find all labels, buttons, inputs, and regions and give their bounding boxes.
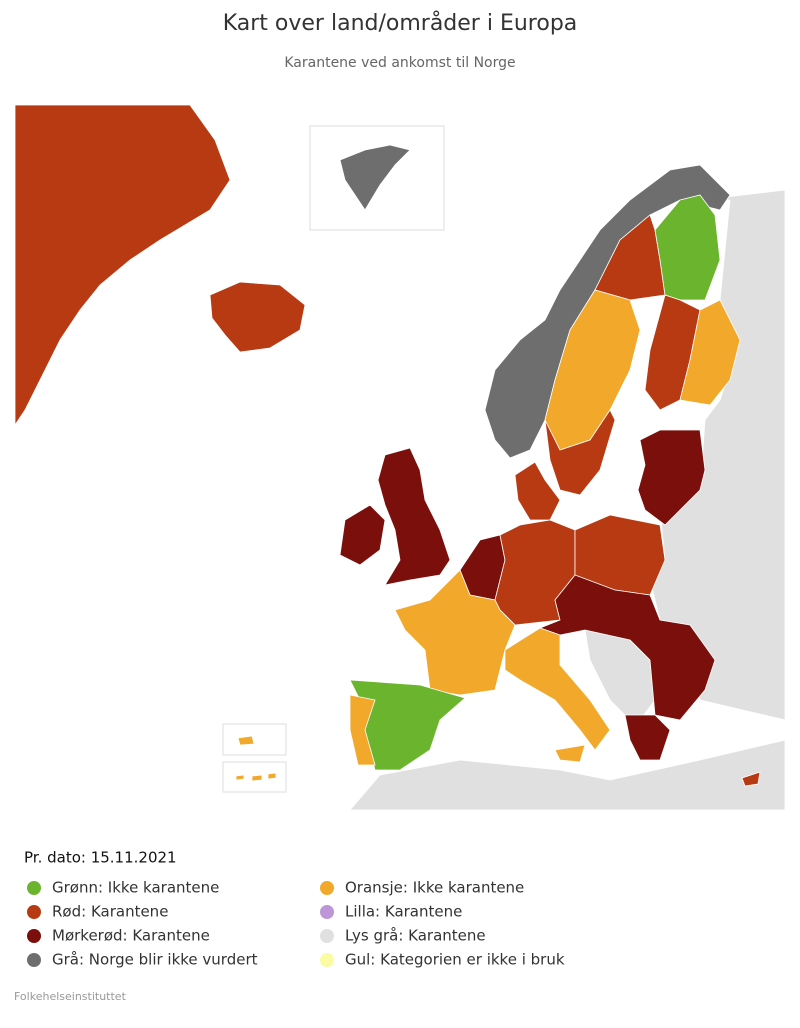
iceland bbox=[209, 281, 306, 353]
italy bbox=[504, 627, 611, 751]
denmark bbox=[514, 461, 561, 521]
legend-label: Mørkerød: Karantene bbox=[52, 927, 210, 945]
canary-islands bbox=[235, 772, 277, 782]
legend-swatch bbox=[320, 953, 334, 967]
sweden-south bbox=[544, 409, 616, 496]
baltics bbox=[637, 429, 706, 526]
sicily bbox=[554, 744, 586, 763]
legend: Grønn: Ikke karantene Rød: Karantene Mørke… bbox=[27, 879, 565, 969]
map bbox=[14, 104, 786, 811]
source: Folkehelseinstituttet bbox=[14, 990, 127, 1003]
svalbard bbox=[339, 144, 411, 211]
greece bbox=[624, 714, 671, 761]
ireland bbox=[339, 504, 386, 566]
legend-label: Gul: Kategorien er ikke i bruk bbox=[345, 951, 565, 969]
greenland bbox=[14, 104, 231, 427]
map-subtitle: Karantene ved ankomst til Norge bbox=[284, 55, 515, 71]
portugal bbox=[349, 694, 376, 766]
legend-swatch bbox=[27, 953, 41, 967]
legend-swatch bbox=[320, 929, 334, 943]
legend-label: Grå: Norge blir ikke vurdert bbox=[52, 951, 258, 969]
madeira bbox=[237, 735, 255, 746]
legend-label: Lys grå: Karantene bbox=[345, 927, 486, 945]
legend-label: Lilla: Karantene bbox=[345, 903, 462, 921]
finland-north bbox=[654, 194, 721, 301]
legend-label: Grønn: Ikke karantene bbox=[52, 879, 219, 897]
legend-swatch bbox=[320, 905, 334, 919]
cyprus bbox=[741, 771, 761, 787]
legend-swatch bbox=[320, 881, 334, 895]
france bbox=[394, 569, 516, 696]
legend-label: Rød: Karantene bbox=[52, 903, 168, 921]
legend-label: Oransje: Ikke karantene bbox=[345, 879, 524, 897]
legend-swatch bbox=[27, 905, 41, 919]
legend-swatch bbox=[27, 929, 41, 943]
finland-east bbox=[679, 299, 741, 406]
united-kingdom bbox=[377, 447, 451, 586]
legend-swatch bbox=[27, 881, 41, 895]
legend-date: Pr. dato: 15.11.2021 bbox=[24, 849, 177, 867]
map-title: Kart over land/områder i Europa bbox=[223, 10, 578, 36]
madeira-inset bbox=[222, 723, 287, 756]
